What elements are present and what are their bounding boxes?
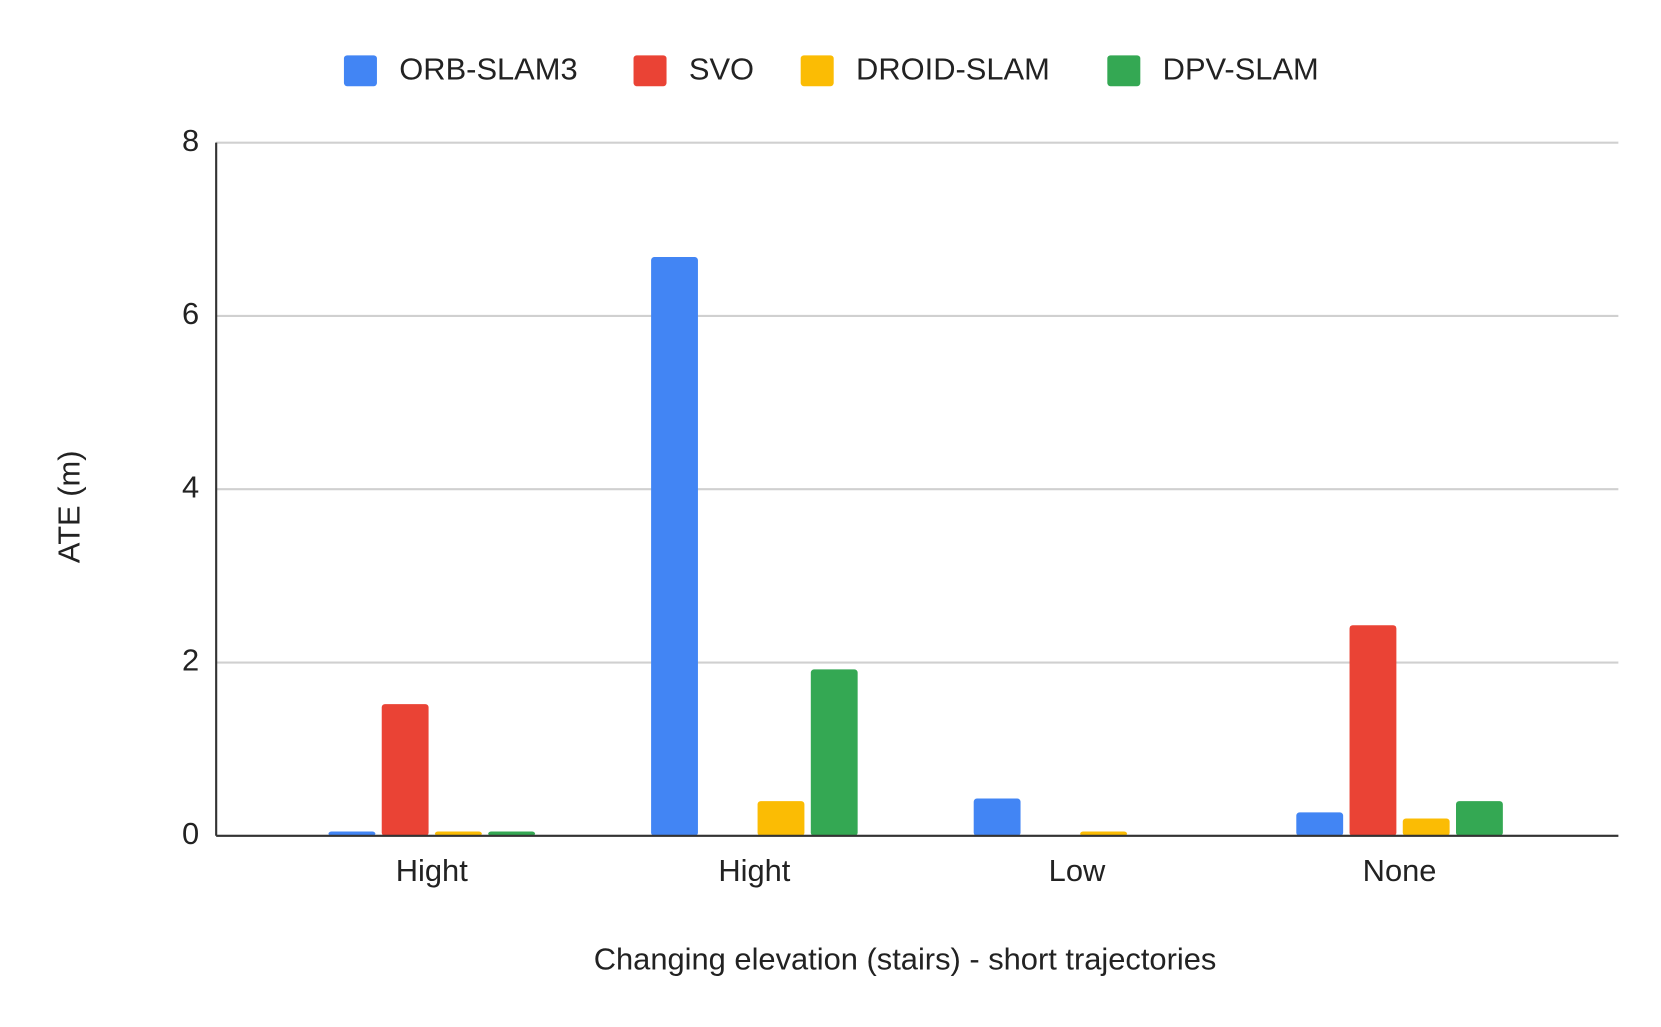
- bar: [651, 257, 698, 836]
- legend-label: DROID-SLAM: [856, 51, 1050, 86]
- bar: [381, 704, 429, 836]
- legend-swatch: [633, 55, 667, 87]
- legend-label: ORB-SLAM3: [399, 51, 577, 86]
- bar: [757, 801, 805, 836]
- legend-swatch: [800, 55, 834, 87]
- bar: [1456, 801, 1503, 836]
- y-tick-label: 0: [182, 816, 199, 851]
- bar: [1349, 625, 1397, 836]
- bar: [328, 831, 376, 836]
- y-tick-label: 8: [182, 123, 199, 158]
- bar: [973, 798, 1021, 836]
- legend-label: DPV-SLAM: [1163, 51, 1319, 86]
- bar: [434, 831, 482, 836]
- x-tick-label: Hight: [396, 853, 468, 888]
- legend-label: SVO: [689, 51, 754, 86]
- bar: [1080, 831, 1128, 836]
- y-tick-label: 6: [182, 296, 199, 331]
- bar: [810, 669, 858, 836]
- bar: [488, 831, 536, 836]
- bar: [1402, 818, 1450, 836]
- x-tick-label: None: [1363, 853, 1437, 888]
- legend-swatch: [343, 55, 377, 87]
- y-tick-label: 4: [182, 469, 199, 504]
- x-axis-label: Changing elevation (stairs) - short traj…: [594, 942, 1217, 977]
- legend-swatch: [1107, 55, 1141, 87]
- x-tick-label: Hight: [718, 853, 790, 888]
- y-axis-label: ATE (m): [52, 451, 87, 564]
- y-tick-label: 2: [182, 643, 199, 678]
- bar: [1296, 812, 1344, 836]
- x-tick-label: Low: [1049, 853, 1106, 888]
